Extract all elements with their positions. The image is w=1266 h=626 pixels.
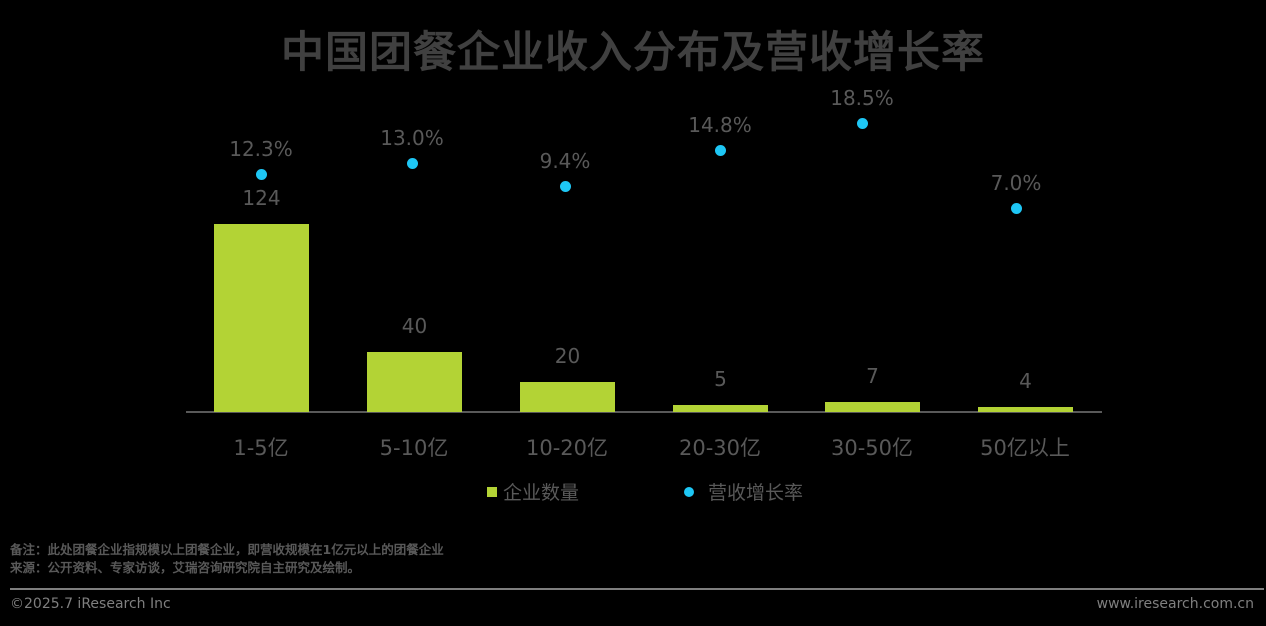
x-axis-label: 20-30亿 xyxy=(678,436,762,460)
x-axis-label: 50亿以上 xyxy=(980,436,1070,460)
growth-rate-dot xyxy=(1011,203,1022,214)
growth-rate-label: 9.4% xyxy=(539,149,591,173)
bar-5-10 xyxy=(367,352,462,412)
x-axis-label: 30-50亿 xyxy=(830,436,914,460)
bar-value-label: 4 xyxy=(1019,369,1032,393)
legend-item-growth-rate: 营收增长率 xyxy=(684,478,803,505)
bar-value-label: 124 xyxy=(242,186,281,210)
growth-rate-dot xyxy=(715,145,726,156)
bar-10-20 xyxy=(520,382,615,412)
bar-value-label: 40 xyxy=(401,314,428,338)
chart-title: 中国团餐企业收入分布及营收增长率 xyxy=(281,28,985,78)
blue-dot-icon xyxy=(684,486,694,497)
growth-rate-dot xyxy=(407,158,418,169)
growth-rate-label: 18.5% xyxy=(830,86,894,110)
x-axis-label: 10-20亿 xyxy=(525,436,609,460)
growth-rate-dot xyxy=(256,169,267,180)
growth-rate-label: 7.0% xyxy=(990,171,1042,195)
note-line: 备注：此处团餐企业指规模以上团餐企业，即营收规模在1亿元以上的团餐企业 xyxy=(10,542,444,557)
bar-value-label: 5 xyxy=(714,367,727,391)
footnotes: 备注：此处团餐企业指规模以上团餐企业，即营收规模在1亿元以上的团餐企业 来源：公… xyxy=(10,541,444,577)
chart-legend: 企业数量 营收增长率 xyxy=(0,478,1266,508)
legend-label: 营收增长率 xyxy=(708,482,804,504)
x-axis-line xyxy=(186,411,1102,413)
bar-1-5 xyxy=(214,224,309,412)
source-line: 来源：公开资料、专家访谈，艾瑞咨询研究院自主研究及绘制。 xyxy=(10,560,361,575)
growth-rate-label: 14.8% xyxy=(688,113,752,137)
bar-value-label: 20 xyxy=(554,344,581,368)
growth-rate-dot xyxy=(857,118,868,129)
legend-label: 企业数量 xyxy=(503,482,580,504)
bar-50-plus xyxy=(978,407,1073,412)
growth-rate-dot xyxy=(560,181,571,192)
footer-divider xyxy=(10,588,1264,590)
growth-rate-label: 13.0% xyxy=(380,126,444,150)
x-axis-label: 1-5亿 xyxy=(233,436,289,460)
copyright: ©2025.7 iResearch Inc xyxy=(10,596,171,612)
bar-30-50 xyxy=(825,402,920,412)
bar-20-30 xyxy=(673,405,768,412)
green-square-icon xyxy=(487,486,497,497)
website-link[interactable]: www.iresearch.com.cn xyxy=(1096,596,1254,612)
x-axis-label: 5-10亿 xyxy=(379,436,449,460)
growth-rate-label: 12.3% xyxy=(229,137,293,161)
legend-item-company-count: 企业数量 xyxy=(487,478,579,505)
bar-value-label: 7 xyxy=(866,364,879,388)
